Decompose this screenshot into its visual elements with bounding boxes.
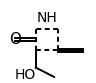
- Text: NH: NH: [36, 11, 57, 25]
- Text: O: O: [9, 32, 21, 47]
- Text: HO: HO: [14, 67, 35, 82]
